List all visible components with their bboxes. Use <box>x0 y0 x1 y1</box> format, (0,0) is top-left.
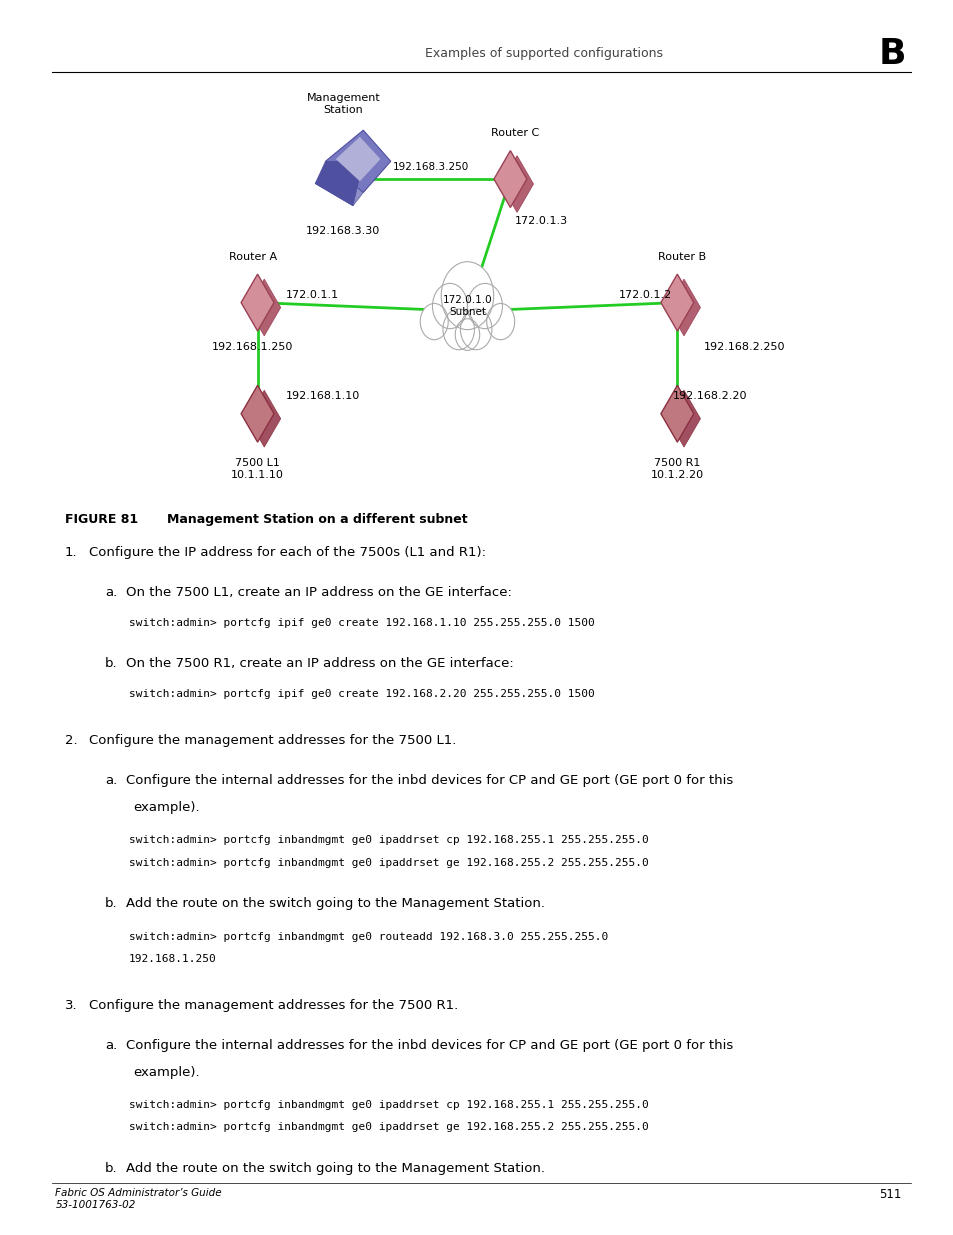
Polygon shape <box>660 385 693 442</box>
Polygon shape <box>660 274 693 331</box>
Circle shape <box>442 309 474 350</box>
Text: example).: example). <box>133 1066 200 1078</box>
Text: FIGURE 81: FIGURE 81 <box>65 513 138 526</box>
Text: switch:admin> portcfg inbandmgmt ge0 ipaddrset ge 192.168.255.2 255.255.255.0: switch:admin> portcfg inbandmgmt ge0 ipa… <box>129 1123 648 1132</box>
Text: switch:admin> portcfg ipif ge0 create 192.168.1.10 255.255.255.0 1500: switch:admin> portcfg ipif ge0 create 19… <box>129 618 594 627</box>
Text: switch:admin> portcfg inbandmgmt ge0 routeadd 192.168.3.0 255.255.255.0: switch:admin> portcfg inbandmgmt ge0 rou… <box>129 932 607 942</box>
Text: Management Station on a different subnet: Management Station on a different subnet <box>167 513 467 526</box>
Text: b.: b. <box>105 898 117 910</box>
Text: a.: a. <box>105 774 117 787</box>
Polygon shape <box>248 279 280 336</box>
Text: b.: b. <box>105 1162 117 1176</box>
Circle shape <box>455 319 479 351</box>
Text: 7500 R1
10.1.2.20: 7500 R1 10.1.2.20 <box>650 458 703 479</box>
Text: On the 7500 R1, create an IP address on the GE interface:: On the 7500 R1, create an IP address on … <box>126 657 513 671</box>
Polygon shape <box>494 151 526 207</box>
Text: Router B: Router B <box>658 252 705 262</box>
Text: 192.168.3.30: 192.168.3.30 <box>306 226 380 236</box>
Text: b.: b. <box>105 657 117 671</box>
Text: switch:admin> portcfg inbandmgmt ge0 ipaddrset ge 192.168.255.2 255.255.255.0: switch:admin> portcfg inbandmgmt ge0 ipa… <box>129 857 648 867</box>
Text: Fabric OS Administrator’s Guide
53-1001763-02: Fabric OS Administrator’s Guide 53-10017… <box>55 1188 222 1209</box>
Text: Configure the management addresses for the 7500 R1.: Configure the management addresses for t… <box>89 999 457 1013</box>
Text: Router A: Router A <box>229 252 276 262</box>
Polygon shape <box>314 162 363 206</box>
Polygon shape <box>667 390 700 447</box>
Polygon shape <box>248 390 280 447</box>
Polygon shape <box>325 130 391 193</box>
Polygon shape <box>314 162 370 206</box>
Text: 1.: 1. <box>65 546 77 559</box>
Text: Add the route on the switch going to the Management Station.: Add the route on the switch going to the… <box>126 1162 544 1176</box>
Text: example).: example). <box>133 800 200 814</box>
Text: 7500 L1
10.1.1.10: 7500 L1 10.1.1.10 <box>231 458 284 479</box>
Text: B: B <box>878 37 904 72</box>
Text: 192.168.3.250: 192.168.3.250 <box>393 162 469 172</box>
Text: 172.0.1.1: 172.0.1.1 <box>286 290 339 300</box>
Text: 172.0.1.2: 172.0.1.2 <box>618 290 672 300</box>
Text: a.: a. <box>105 585 117 599</box>
Text: Configure the internal addresses for the inbd devices for CP and GE port (GE por: Configure the internal addresses for the… <box>126 774 733 787</box>
Circle shape <box>419 304 448 340</box>
Text: 192.168.2.20: 192.168.2.20 <box>672 391 746 401</box>
Text: 2.: 2. <box>65 735 77 747</box>
Text: 192.168.1.250: 192.168.1.250 <box>129 955 216 965</box>
Circle shape <box>460 309 492 350</box>
Polygon shape <box>500 156 533 212</box>
Text: switch:admin> portcfg inbandmgmt ge0 ipaddrset cp 192.168.255.1 255.255.255.0: switch:admin> portcfg inbandmgmt ge0 ipa… <box>129 835 648 845</box>
Circle shape <box>440 262 494 330</box>
Text: Configure the internal addresses for the inbd devices for CP and GE port (GE por: Configure the internal addresses for the… <box>126 1039 733 1052</box>
Text: Management
Station: Management Station <box>306 94 380 115</box>
Text: 511: 511 <box>879 1188 901 1202</box>
Text: 192.168.2.250: 192.168.2.250 <box>703 342 784 352</box>
Polygon shape <box>667 279 700 336</box>
Text: Configure the management addresses for the 7500 L1.: Configure the management addresses for t… <box>89 735 456 747</box>
Text: 172.0.1.0
Subnet: 172.0.1.0 Subnet <box>442 295 492 317</box>
Text: Add the route on the switch going to the Management Station.: Add the route on the switch going to the… <box>126 898 544 910</box>
Circle shape <box>486 304 515 340</box>
Polygon shape <box>241 385 274 442</box>
Circle shape <box>467 283 502 329</box>
Text: 3.: 3. <box>65 999 77 1013</box>
Text: 192.168.1.250: 192.168.1.250 <box>212 342 294 352</box>
Text: Configure the IP address for each of the 7500s (L1 and R1):: Configure the IP address for each of the… <box>89 546 485 559</box>
Polygon shape <box>335 137 380 182</box>
Circle shape <box>432 283 467 329</box>
Text: switch:admin> portcfg ipif ge0 create 192.168.2.20 255.255.255.0 1500: switch:admin> portcfg ipif ge0 create 19… <box>129 689 594 699</box>
Text: a.: a. <box>105 1039 117 1052</box>
Text: 192.168.1.10: 192.168.1.10 <box>286 391 360 401</box>
Polygon shape <box>241 274 274 331</box>
Text: On the 7500 L1, create an IP address on the GE interface:: On the 7500 L1, create an IP address on … <box>126 585 511 599</box>
Text: 172.0.1.3: 172.0.1.3 <box>515 216 568 226</box>
Text: Examples of supported configurations: Examples of supported configurations <box>425 47 662 59</box>
Text: switch:admin> portcfg inbandmgmt ge0 ipaddrset cp 192.168.255.1 255.255.255.0: switch:admin> portcfg inbandmgmt ge0 ipa… <box>129 1100 648 1110</box>
Text: Router C: Router C <box>491 128 538 138</box>
